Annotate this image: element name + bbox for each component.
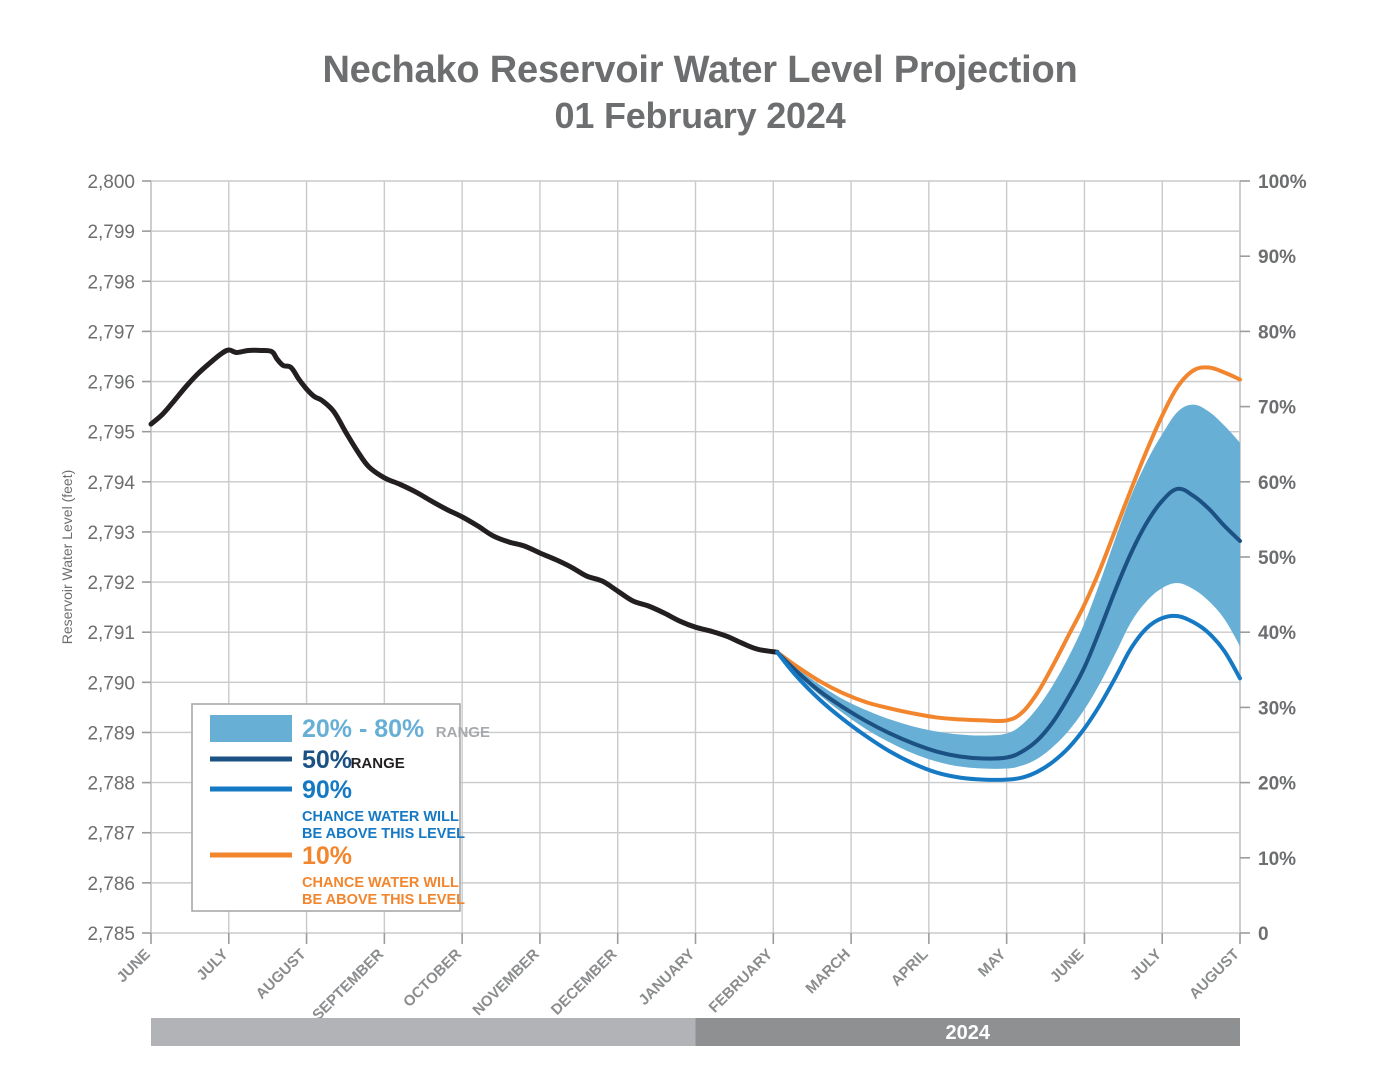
year-bar: 2024 <box>151 1018 1240 1046</box>
y-tick-label: 2,786 <box>87 874 135 895</box>
x-tick-label: NOVEMBER <box>469 946 542 1019</box>
y-tick-label: 2,795 <box>87 423 135 444</box>
y-tick-label: 2,793 <box>87 523 135 544</box>
y-tick-label: 2,797 <box>87 322 135 343</box>
legend-label-subline: CHANCE WATER WILL <box>302 809 459 825</box>
y-tick-label: 2,796 <box>87 373 135 394</box>
legend-label-suffix: RANGE <box>351 755 405 772</box>
x-tick-label: MAY <box>975 946 1010 981</box>
y-axis-title: Reservoir Water Level (feet) <box>59 470 75 645</box>
legend-label-main: 50% <box>302 746 352 774</box>
x-tick-label: DECEMBER <box>548 946 621 1019</box>
y-tick-label: 2,792 <box>87 573 135 594</box>
y-right-tick-label: 50% <box>1258 548 1296 569</box>
y-tick-label: 2,787 <box>87 824 135 845</box>
y-right-tick-label: 60% <box>1258 473 1296 494</box>
year-bar-label: 2024 <box>946 1022 991 1044</box>
x-tick-label: JULY <box>193 946 231 984</box>
x-tick-label: AUGUST <box>253 946 310 1003</box>
y-right-tick-label: 20% <box>1258 774 1296 795</box>
x-tick-label: JANUARY <box>635 946 698 1009</box>
legend-label-main: 10% <box>302 842 352 870</box>
y-axis-right-labels: 100% 90% 80% 70% 60% 50% 40% 30% 20% 10% 0 <box>1258 172 1307 945</box>
legend-label-subline: CHANCE WATER WILL <box>302 875 459 891</box>
x-tick-label: JUNE <box>1047 946 1087 986</box>
x-tick-label: MARCH <box>802 946 853 997</box>
y-axis-left-labels: 2,800 2,799 2,798 2,797 2,796 2,795 2,794 2,793… <box>87 172 135 945</box>
y-tick-label: 2,799 <box>87 222 135 243</box>
y-tick-label: 2,794 <box>87 473 135 494</box>
y-right-tick-label: 90% <box>1258 247 1296 268</box>
legend-label-subline: BE ABOVE THIS LEVEL <box>302 826 465 842</box>
legend-swatch-band <box>210 715 292 742</box>
year-bar-segment <box>151 1018 696 1046</box>
y-right-tick-label: 10% <box>1258 849 1296 870</box>
year-bar-segment <box>695 1018 1240 1046</box>
x-tick-label: JUNE <box>114 946 154 986</box>
y-tick-label: 2,798 <box>87 272 135 293</box>
axis-ticks <box>142 180 1250 944</box>
y-tick-label: 2,790 <box>87 673 135 694</box>
legend-item-range-20-80[interactable]: 20% - 80% RANGE <box>210 715 490 743</box>
y-right-tick-label: 0 <box>1258 924 1269 945</box>
x-axis-month-labels: JUNE JULY AUGUST SEPTEMBER OCTOBER NOVEMBER DE… <box>114 946 1243 1024</box>
x-tick-label: AUGUST <box>1186 946 1243 1003</box>
y-tick-label: 2,800 <box>87 172 135 193</box>
y-tick-label: 2,789 <box>87 723 135 744</box>
legend-item-range-50[interactable]: 50%RANGE <box>210 746 405 774</box>
series-lines <box>148 347 1242 782</box>
y-right-tick-label: 80% <box>1258 322 1296 343</box>
legend-label-suffix: RANGE <box>436 724 490 741</box>
x-tick-label: APRIL <box>888 946 932 990</box>
y-tick-label: 2,791 <box>87 623 135 644</box>
page-title: Nechako Reservoir Water Level Projection… <box>0 48 1400 138</box>
y-right-tick-label: 100% <box>1258 172 1307 193</box>
y-right-tick-label: 40% <box>1258 623 1296 644</box>
legend-label-main: 20% - 80% <box>302 715 424 743</box>
title-line-2: 01 February 2024 <box>554 95 846 136</box>
y-axis-title-text: Reservoir Water Level (feet) <box>59 470 75 645</box>
y-right-tick-label: 70% <box>1258 398 1296 419</box>
x-tick-label: FEBRUARY <box>706 946 777 1017</box>
x-tick-label: SEPTEMBER <box>309 946 387 1024</box>
y-right-tick-label: 30% <box>1258 698 1296 719</box>
y-tick-label: 2,788 <box>87 774 135 795</box>
title-line-1: Nechako Reservoir Water Level Projection <box>322 49 1078 91</box>
band-20-80 <box>777 404 1240 769</box>
legend-label-main: 90% <box>302 776 352 804</box>
y-tick-label: 2,785 <box>87 924 135 945</box>
x-tick-label: JULY <box>1127 946 1165 984</box>
x-tick-label: OCTOBER <box>400 946 465 1011</box>
legend-label-subline: BE ABOVE THIS LEVEL <box>302 892 465 908</box>
